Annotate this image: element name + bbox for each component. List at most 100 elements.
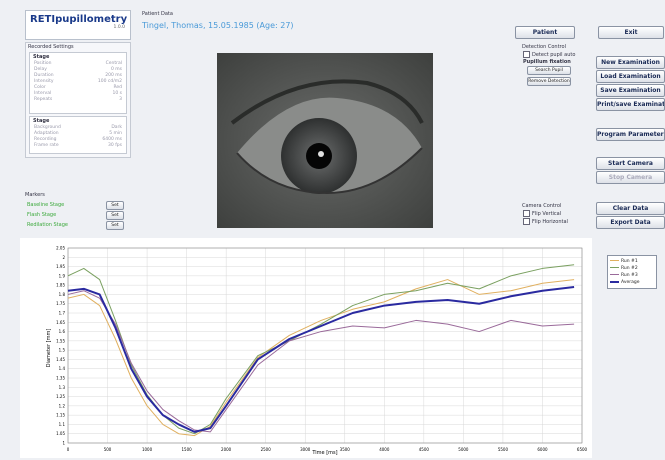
y-tick-label: 1.1 — [59, 422, 66, 427]
x-tick-label: 2500 — [261, 447, 272, 452]
action-button[interactable]: Clear Data — [596, 202, 665, 215]
action-button[interactable]: Export Data — [596, 216, 665, 229]
y-tick-label: 1.05 — [56, 431, 65, 436]
setting-value: 3 — [119, 97, 122, 103]
data-line — [68, 280, 574, 436]
detect-auto-checkbox[interactable]: Detect pupil auto — [523, 51, 575, 58]
marker-label: Baseline Stage — [27, 202, 64, 208]
setting-value: 30 fps — [108, 143, 122, 149]
x-tick-label: 5000 — [458, 447, 469, 452]
checkbox-label: Detect pupil auto — [532, 52, 575, 58]
legend-label: Run #1 — [621, 259, 638, 264]
patient-name: Tingel, Thomas, 15.05.1985 (Age: 27) — [142, 21, 294, 30]
fixation-label: Pupillum fixation — [523, 59, 571, 65]
legend: Run #1 Run #2 Run #3 Average — [607, 255, 657, 289]
y-tick-label: 1.4 — [59, 366, 66, 371]
y-tick-label: 1.7 — [59, 311, 66, 316]
setting-label: Repeats — [34, 97, 52, 103]
y-tick-label: 1.45 — [56, 357, 65, 362]
legend-entry: Run #3 — [610, 272, 654, 279]
action-button[interactable]: Save Examination — [596, 84, 665, 97]
x-tick-label: 4000 — [379, 447, 390, 452]
setting-row: Frame rate 30 fps — [30, 143, 126, 149]
patient-button[interactable]: Patient — [515, 26, 575, 39]
y-tick-label: 1.6 — [59, 329, 66, 334]
chart: Diameter [mm] Time [ms] 1 1.05 1.1 1.15 1.2 1… — [20, 238, 592, 458]
camera-image — [217, 53, 433, 228]
y-axis-label: Diameter [mm] — [46, 329, 52, 368]
legend-label: Run #3 — [621, 273, 638, 278]
y-tick-label: 1.95 — [56, 264, 65, 269]
y-tick-label: 1.85 — [56, 283, 65, 288]
y-tick-label: 1.35 — [56, 376, 65, 381]
detection-button[interactable]: Remove Detection — [527, 77, 571, 86]
action-button[interactable]: Program Parameters — [596, 128, 665, 141]
y-tick-label: 1.8 — [59, 292, 66, 297]
checkbox-label: Flip Horizontal — [532, 219, 568, 225]
y-tick-label: 1.65 — [56, 320, 65, 325]
version: 1.0.0 — [26, 25, 130, 30]
x-axis-label: Time [ms] — [311, 450, 337, 456]
y-tick-label: 1.5 — [59, 348, 66, 353]
y-tick-label: 1.15 — [56, 413, 65, 418]
camera-checkbox[interactable]: Flip Vertical — [523, 210, 561, 217]
detection-title: Detection Control — [522, 44, 566, 50]
logo: RETIpupillometry 1.0.0 — [25, 10, 131, 40]
marker-set-button[interactable]: Set — [106, 201, 124, 210]
action-button: Stop Camera — [596, 171, 665, 184]
data-line — [68, 291, 574, 432]
checkbox-label: Flip Vertical — [532, 211, 561, 217]
data-line — [68, 265, 574, 434]
marker-set-button[interactable]: Set — [106, 211, 124, 220]
x-tick-label: 3500 — [340, 447, 351, 452]
action-button[interactable]: Print/save Examination — [596, 98, 665, 111]
settings-title: Recorded Settings — [28, 44, 74, 50]
y-tick-label: 1.9 — [59, 273, 66, 278]
y-tick-label: 1.75 — [56, 301, 65, 306]
y-tick-label: 1.25 — [56, 394, 65, 399]
plot-frame — [68, 248, 582, 443]
stage-title: Stage — [30, 117, 126, 125]
x-tick-label: 0 — [67, 447, 70, 452]
action-button[interactable]: Start Camera — [596, 157, 665, 170]
x-tick-label: 1500 — [182, 447, 193, 452]
setting-label: Frame rate — [34, 143, 59, 149]
x-tick-label: 3000 — [300, 447, 311, 452]
legend-swatch — [610, 260, 619, 261]
legend-swatch — [610, 281, 619, 283]
y-tick-label: 2 — [62, 255, 65, 260]
x-tick-label: 5500 — [498, 447, 509, 452]
legend-label: Run #2 — [621, 266, 638, 271]
setting-row: Repeats 3 — [30, 97, 126, 103]
legend-entry: Average — [610, 279, 654, 286]
detection-button[interactable]: Search Pupil — [527, 66, 571, 75]
stage-title: Stage — [30, 53, 126, 61]
markers-title: Markers — [25, 192, 45, 198]
marker-label: Flash Stage — [27, 212, 56, 218]
app-window: {"app":{"logo":"RETIpupillometry","versi… — [0, 0, 665, 460]
y-tick-label: 1.2 — [59, 403, 66, 408]
legend-entry: Run #1 — [610, 258, 654, 265]
logo-text: RETIpupillometry — [26, 11, 130, 25]
marker-set-button[interactable]: Set — [106, 221, 124, 230]
y-tick-label: 1.3 — [59, 385, 66, 390]
marker-label: Redilation Stage — [27, 222, 68, 228]
y-tick-label: 1.55 — [56, 338, 65, 343]
x-tick-label: 500 — [104, 447, 112, 452]
camera-control-title: Camera Control — [522, 203, 561, 209]
x-tick-label: 2000 — [221, 447, 232, 452]
camera-checkbox[interactable]: Flip Horizontal — [523, 218, 568, 225]
exit-button[interactable]: Exit — [598, 26, 664, 39]
legend-swatch — [610, 274, 619, 275]
legend-label: Average — [621, 280, 639, 285]
legend-entry: Run #2 — [610, 265, 654, 272]
patient-label: Patient Data — [142, 11, 173, 17]
y-tick-label: 1 — [62, 441, 65, 446]
x-tick-label: 6000 — [537, 447, 548, 452]
action-button[interactable]: Load Examination — [596, 70, 665, 83]
action-button[interactable]: New Examination — [596, 56, 665, 69]
x-tick-label: 4500 — [419, 447, 430, 452]
